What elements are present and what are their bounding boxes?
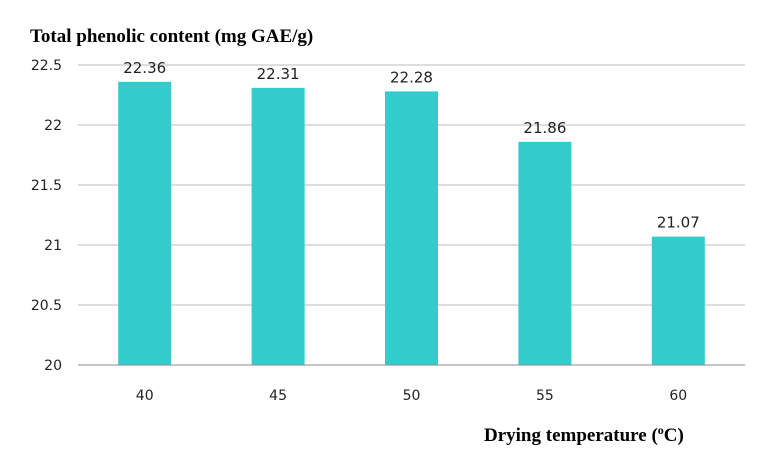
- bar-40: [118, 81, 172, 366]
- x-tick-label: 60: [669, 388, 687, 404]
- data-label-55: 21.86: [523, 119, 566, 137]
- data-label-50: 22.28: [390, 68, 433, 86]
- y-tick-label: 21.5: [31, 178, 62, 194]
- y-tick-label: 20: [44, 358, 62, 374]
- x-tick-label: 40: [136, 388, 154, 404]
- x-tick-label: 50: [403, 388, 421, 404]
- data-label-45: 22.31: [257, 65, 300, 83]
- bar-45: [251, 87, 305, 366]
- x-tick-labels: 40 45 50 55 60: [136, 388, 687, 404]
- y-tick-label: 20.5: [31, 298, 62, 314]
- bar-60: [651, 236, 705, 365]
- y-tick-labels: 20 20.5 21 21.5 22 22.5: [31, 58, 62, 374]
- y-tick-label: 22: [44, 118, 62, 134]
- x-axis-title-end: C): [664, 425, 684, 446]
- x-axis-title-degree: o: [658, 423, 664, 437]
- bars: [118, 81, 705, 366]
- y-tick-label: 22.5: [31, 58, 62, 74]
- x-tick-label: 55: [536, 388, 554, 404]
- data-label-60: 21.07: [657, 214, 700, 232]
- bar-50: [385, 91, 438, 366]
- y-axis-title: Total phenolic content (mg GAE/g): [30, 26, 313, 47]
- x-axis-title: Drying temperature (oC): [484, 423, 684, 446]
- y-tick-label: 21: [44, 238, 62, 254]
- bar-55: [518, 141, 572, 365]
- data-labels: 22.36 22.31 22.28 21.86 21.07: [123, 59, 700, 232]
- x-axis-title-main: Drying temperature (: [484, 425, 658, 446]
- data-label-40: 22.36: [123, 59, 166, 77]
- x-tick-label: 45: [269, 388, 287, 404]
